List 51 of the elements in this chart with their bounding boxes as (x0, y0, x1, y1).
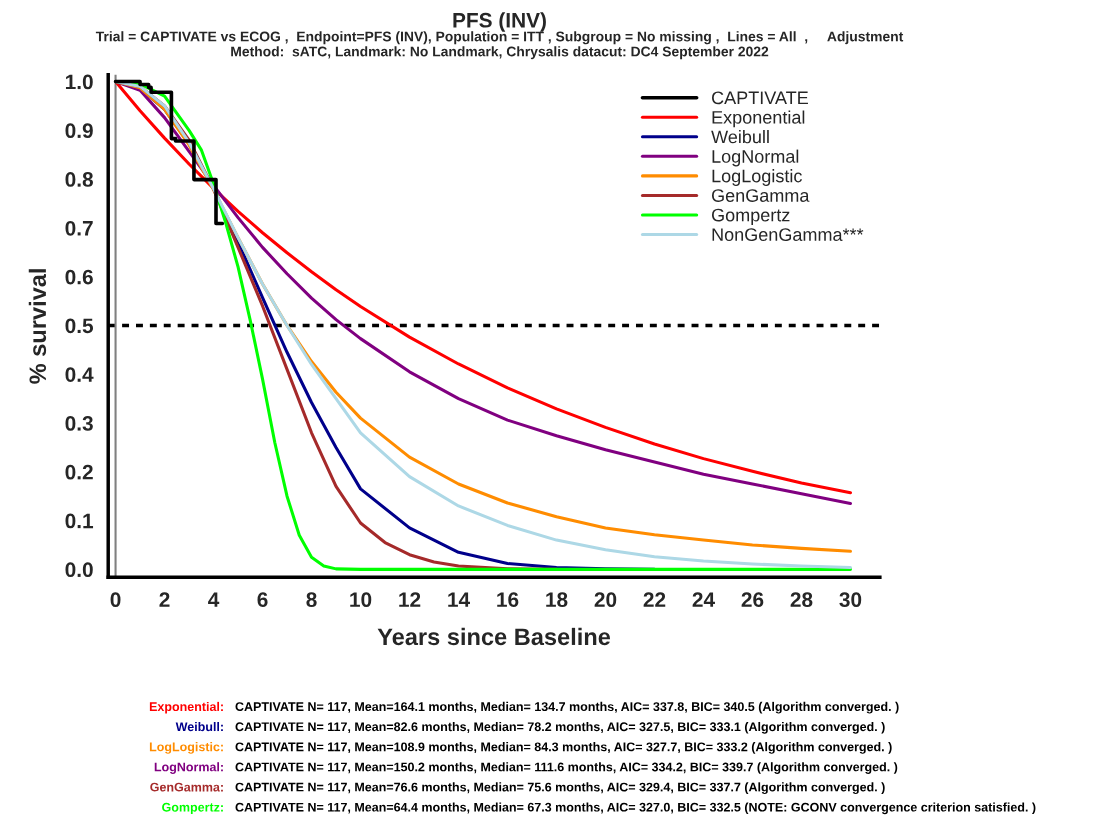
legend-label: Gompertz (711, 208, 790, 226)
text: Weibull: (175, 721, 223, 732)
x-tick-label: 20 (594, 592, 617, 608)
x-tick-label: 28 (790, 592, 813, 608)
y-tick-label: 0.2 (65, 464, 93, 480)
text: CAPTIVATE N= 117, Mean=108.9 months, Median= 84.3 months, AIC= 327.7, BIC= 333.2 (Algorithm converged. ) (235, 742, 892, 754)
y-tick-label: 0.7 (65, 220, 93, 236)
text: CAPTIVATE N= 117, Mean=64.4 months, Median= 67.3 months, AIC= 327.0, BIC= 332.5 (NOTE: GCONV convergence criterion satisfied. ) (235, 802, 1036, 815)
y-tick-label: 0.4 (65, 367, 94, 382)
text: CAPTIVATE N= 117, Mean=76.6 months, Median= 75.6 months, AIC= 329.4, BIC= 337.7 (Algorithm converged. ) (235, 782, 885, 795)
x-tick-label: 6 (257, 592, 268, 608)
y-tick-label: 0.6 (65, 269, 93, 285)
text: CAPTIVATE N= 117, Mean=164.1 months, Median= 134.7 months, AIC= 337.8, BIC= 340.5 (Algorithm converged. ) (235, 701, 899, 714)
y-tick-label: 0.0 (65, 562, 93, 578)
legend-label: CAPTIVATE (712, 91, 808, 105)
legend-label: GenGamma (711, 189, 810, 202)
legend-label: Exponential (712, 110, 805, 128)
x-tick-label: 0 (110, 592, 121, 608)
x-tick-label: 14 (448, 592, 470, 607)
legend-label: LogLogistic (712, 169, 802, 186)
x-axis-title: Years since Baseline (377, 627, 611, 646)
x-tick-label: 24 (692, 592, 715, 607)
text: LogLogistic: (149, 742, 223, 754)
legend-label: NonGenGamma*** (712, 228, 864, 241)
text: LogNormal: (154, 762, 223, 774)
x-tick-label: 18 (546, 592, 568, 608)
y-tick-label: 0.8 (65, 172, 93, 187)
legend-label: Weibull (711, 130, 769, 144)
x-tick-label: 30 (839, 592, 862, 608)
y-tick-label: 0.1 (65, 513, 94, 529)
text: GenGamma: (150, 782, 223, 792)
x-tick-label: 8 (306, 592, 317, 608)
text: Exponential: (149, 701, 223, 714)
text: CAPTIVATE N= 117, Mean=82.6 months, Median= 78.2 months, AIC= 327.5, BIC= 333.1 (Algorithm converged. ) (235, 721, 885, 734)
x-tick-label: 4 (208, 592, 220, 607)
x-tick-label: 2 (159, 592, 170, 607)
text: CAPTIVATE N= 117, Mean=150.2 months, Median= 111.6 months, AIC= 334.2, BIC= 339.7 (Algorithm converged. ) (235, 762, 898, 774)
y-axis-title: % survival (28, 269, 47, 384)
x-tick-label: 12 (399, 592, 421, 607)
legend-label: LogNormal (712, 149, 799, 167)
y-tick-label: 0.5 (65, 318, 94, 334)
y-tick-label: 0.3 (65, 416, 93, 431)
x-tick-label: 10 (350, 592, 372, 608)
text: Gompertz: (162, 802, 223, 815)
chart-title: PFS (INV) (453, 12, 546, 32)
y-tick-label: 0.9 (65, 123, 93, 139)
x-tick-label: 26 (741, 592, 764, 608)
x-tick-label: 16 (497, 592, 519, 608)
y-tick-label: 1.0 (65, 74, 93, 90)
x-tick-label: 22 (643, 592, 666, 607)
chart-subtitle: Trial = CAPTIVATE vs ECOG , Endpoint=PFS (INV), Population = ITT , Subgroup = No missing , Lines = All , Adjustment Method: sATC, Landmark: No Landmark, Chrysalis datacut: DC4 September 2022 (95, 31, 904, 60)
